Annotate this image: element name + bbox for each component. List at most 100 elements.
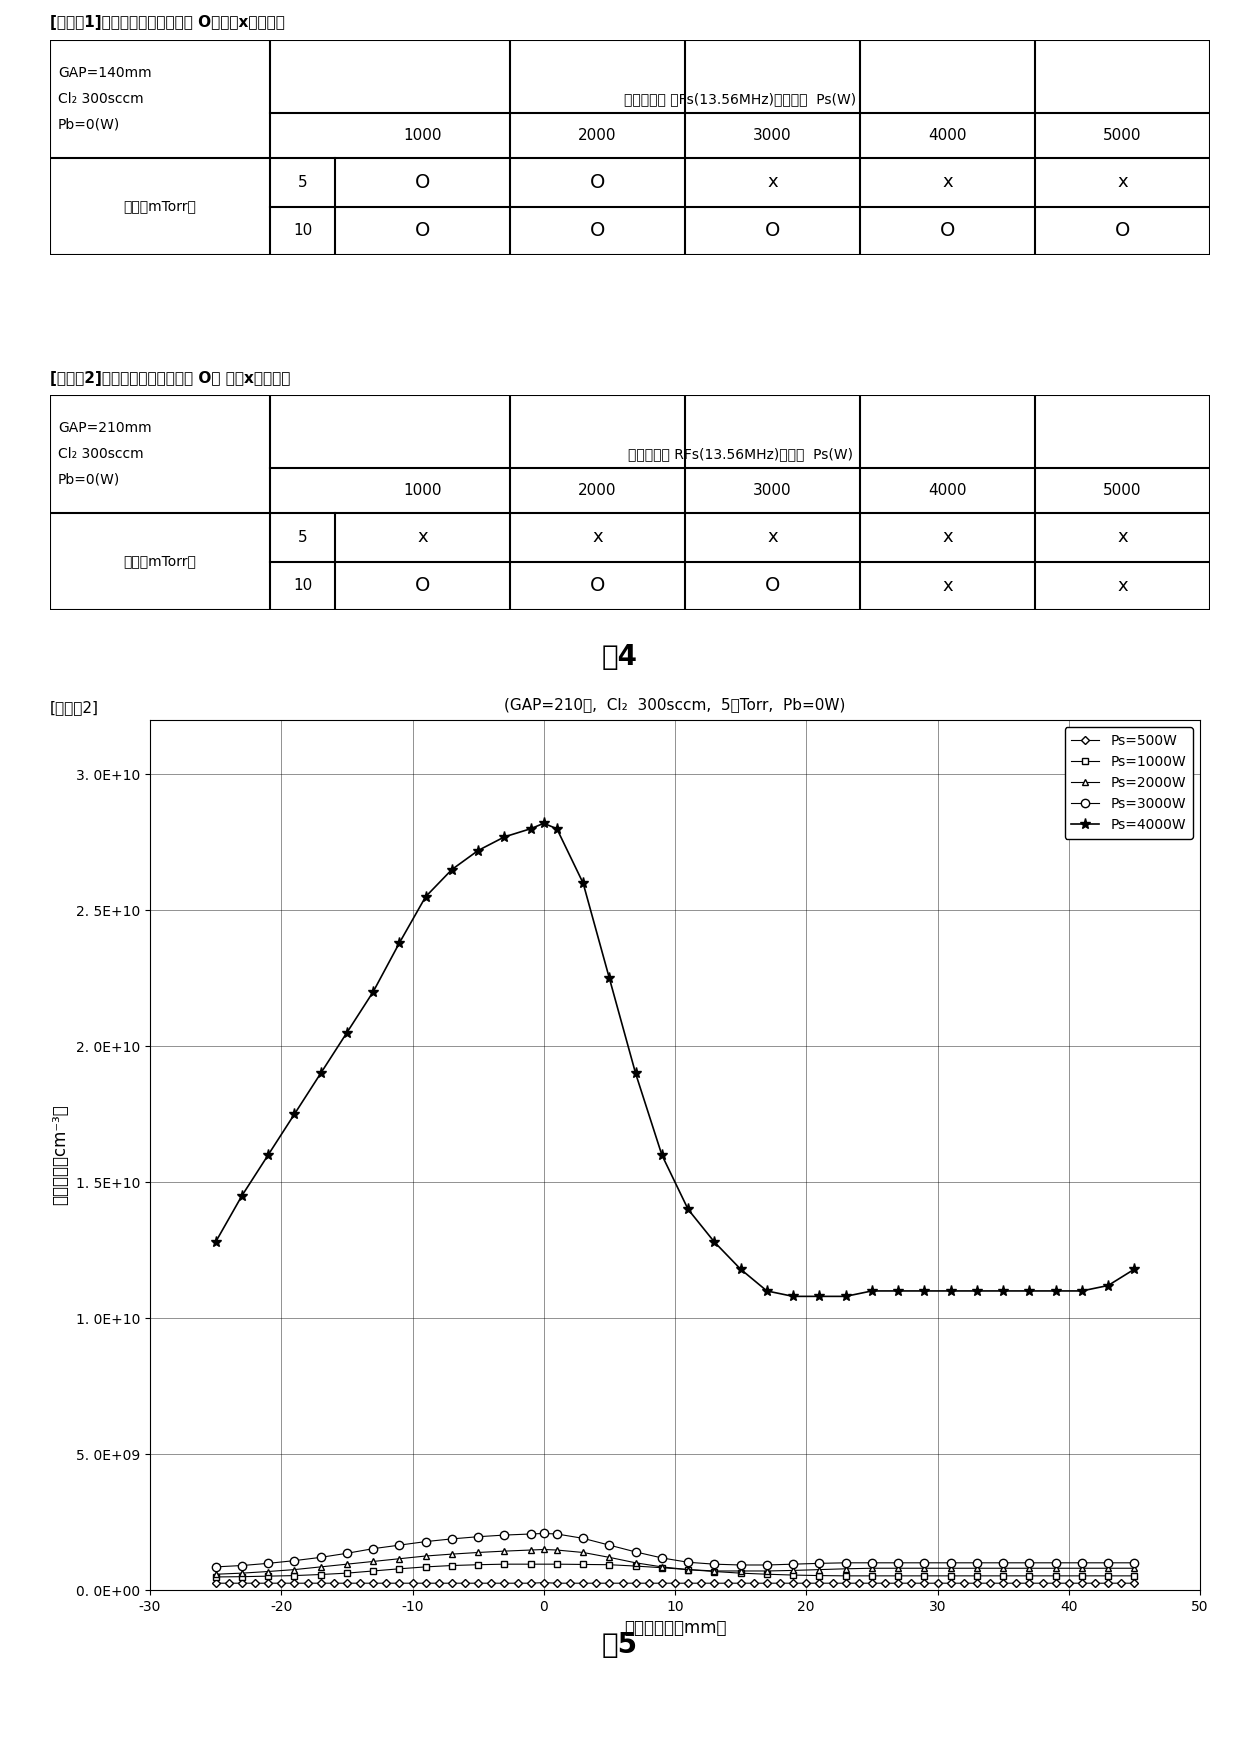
- Ps=500W: [208, 1572, 223, 1594]
- Ps=3000W: [655, 1548, 670, 1569]
- Text: x: x: [942, 577, 952, 595]
- Ps=1000W: [733, 1562, 748, 1583]
- Ps=1000W: [366, 1560, 381, 1581]
- Ps=1000W: [944, 1565, 959, 1587]
- Ps=2000W: [629, 1551, 644, 1572]
- Text: 5: 5: [298, 176, 308, 190]
- Ps=3000W: [260, 1553, 275, 1574]
- Ps=500W: [234, 1572, 249, 1594]
- Ps=1000W: [1022, 1565, 1037, 1587]
- Ps=500W: [537, 1572, 552, 1594]
- Ps=1000W: [340, 1562, 355, 1583]
- Ps=2000W: [234, 1562, 249, 1583]
- Ps=3000W: [944, 1551, 959, 1572]
- Ps=4000W: [471, 841, 486, 862]
- Ps=3000W: [1127, 1551, 1142, 1572]
- Ps=500W: [1087, 1572, 1102, 1594]
- Text: 5000: 5000: [1104, 128, 1142, 144]
- Ps=2000W: [260, 1560, 275, 1581]
- Ps=4000W: [1127, 1258, 1142, 1279]
- Ps=2000W: [707, 1560, 722, 1581]
- Text: O: O: [940, 221, 955, 240]
- Text: [比较例2]（等离子体密度均匀性 O： 良好x：不好）: [比较例2]（等离子体密度均匀性 O： 良好x：不好）: [50, 370, 290, 386]
- Line: Ps=3000W: Ps=3000W: [212, 1529, 1138, 1571]
- Ps=3000W: [864, 1551, 879, 1572]
- Text: 图5: 图5: [601, 1630, 639, 1658]
- Y-axis label: 电子密度（cm⁻³）: 电子密度（cm⁻³）: [51, 1104, 69, 1206]
- Text: 1000: 1000: [403, 128, 441, 144]
- Ps=2000W: [733, 1560, 748, 1581]
- Ps=3000W: [234, 1555, 249, 1576]
- Ps=3000W: [996, 1551, 1011, 1572]
- Text: GAP=210mm: GAP=210mm: [58, 421, 151, 435]
- Ps=4000W: [1074, 1281, 1089, 1302]
- Ps=1000W: [549, 1553, 564, 1574]
- Text: O: O: [1115, 221, 1130, 240]
- Ps=2000W: [1022, 1558, 1037, 1580]
- Line: Ps=1000W: Ps=1000W: [212, 1560, 1138, 1581]
- Ps=3000W: [537, 1523, 552, 1544]
- Ps=2000W: [601, 1546, 616, 1567]
- Text: x: x: [1117, 528, 1128, 546]
- Ps=3000W: [970, 1551, 985, 1572]
- Ps=1000W: [681, 1558, 696, 1580]
- Ps=1000W: [418, 1557, 433, 1578]
- Text: [比较例1]（等离子体密度均匀性 O：良好x：不好）: [比较例1]（等离子体密度均匀性 O：良好x：不好）: [50, 16, 285, 30]
- Ps=3000W: [733, 1555, 748, 1576]
- Ps=4000W: [812, 1286, 827, 1307]
- Ps=3000W: [392, 1534, 407, 1555]
- Ps=3000W: [366, 1537, 381, 1558]
- Ps=4000W: [1022, 1281, 1037, 1302]
- Ps=4000W: [1101, 1274, 1116, 1295]
- Text: O: O: [590, 576, 605, 595]
- Ps=4000W: [418, 886, 433, 907]
- Ps=3000W: [601, 1534, 616, 1555]
- Text: O: O: [590, 174, 605, 191]
- Ps=3000W: [707, 1553, 722, 1574]
- Ps=1000W: [1127, 1565, 1142, 1587]
- Ps=4000W: [890, 1281, 905, 1302]
- Ps=4000W: [444, 858, 459, 879]
- Ps=1000W: [260, 1565, 275, 1587]
- Ps=4000W: [286, 1104, 301, 1125]
- Text: 3000: 3000: [753, 483, 792, 498]
- X-axis label: 径向的位置（mm）: 径向的位置（mm）: [624, 1620, 727, 1637]
- Ps=4000W: [523, 818, 538, 839]
- Ps=2000W: [786, 1560, 801, 1581]
- Ps=3000W: [340, 1543, 355, 1564]
- Ps=1000W: [208, 1567, 223, 1588]
- Ps=3000W: [838, 1551, 853, 1572]
- Ps=3000W: [1101, 1551, 1116, 1572]
- Text: O: O: [415, 221, 430, 240]
- Ps=4000W: [707, 1232, 722, 1253]
- Ps=2000W: [996, 1558, 1011, 1580]
- Ps=1000W: [1074, 1565, 1089, 1587]
- Text: 源用高频率 「Fs(13.56MHz)」的功率  Ps(W): 源用高频率 「Fs(13.56MHz)」的功率 Ps(W): [624, 91, 856, 105]
- Ps=1000W: [601, 1555, 616, 1576]
- Ps=1000W: [996, 1565, 1011, 1587]
- Ps=2000W: [340, 1553, 355, 1574]
- Line: Ps=4000W: Ps=4000W: [210, 818, 1140, 1302]
- Ps=3000W: [681, 1551, 696, 1572]
- Ps=4000W: [392, 932, 407, 953]
- Ps=4000W: [1048, 1281, 1063, 1302]
- Ps=2000W: [314, 1557, 329, 1578]
- Text: O: O: [765, 221, 780, 240]
- Ps=2000W: [759, 1560, 774, 1581]
- Text: Pb=0(W): Pb=0(W): [58, 118, 120, 132]
- Text: x: x: [768, 174, 777, 191]
- Ps=3000W: [549, 1523, 564, 1544]
- Text: 4000: 4000: [929, 128, 967, 144]
- Ps=4000W: [260, 1144, 275, 1165]
- Ps=4000W: [655, 1144, 670, 1165]
- Ps=2000W: [471, 1543, 486, 1564]
- Ps=4000W: [759, 1281, 774, 1302]
- Ps=1000W: [392, 1558, 407, 1580]
- Ps=3000W: [523, 1523, 538, 1544]
- Ps=2000W: [575, 1543, 590, 1564]
- Text: x: x: [942, 174, 952, 191]
- Ps=2000W: [1127, 1558, 1142, 1580]
- Ps=500W: [1127, 1572, 1142, 1594]
- Ps=1000W: [444, 1555, 459, 1576]
- Ps=3000W: [418, 1530, 433, 1551]
